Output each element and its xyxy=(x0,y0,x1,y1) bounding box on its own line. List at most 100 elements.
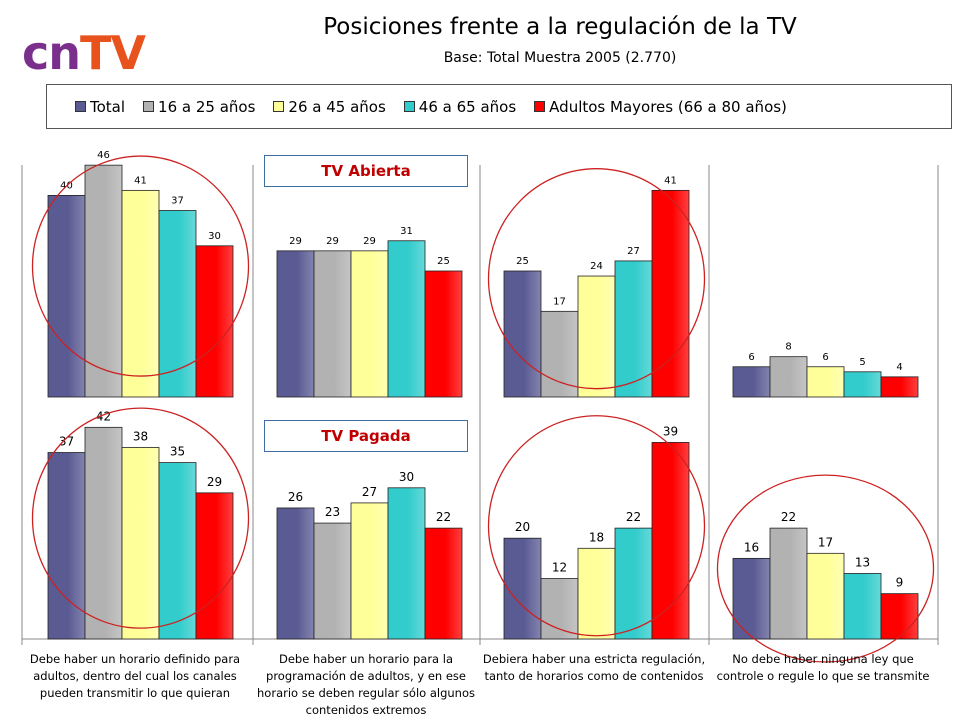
data-label: 26 xyxy=(288,490,303,504)
bar-tv-pagada-cat2-26-a-45-a-os xyxy=(350,502,389,640)
data-label: 24 xyxy=(590,261,603,272)
legend-swatch-46-65 xyxy=(403,101,415,112)
category-label-line: adultos, dentro del cual los canales xyxy=(33,669,237,683)
data-label: 38 xyxy=(133,429,148,443)
legend-label-16-25: 16 a 25 años xyxy=(158,97,256,116)
category-label: Debe haber un horario definido para adult… xyxy=(23,651,247,702)
bar-tv-pagada-cat3-total xyxy=(503,537,542,640)
data-label: 29 xyxy=(326,236,339,247)
highlight-circle xyxy=(31,155,250,377)
bar-tv-abierta-cat2-16-a-25-a-os xyxy=(313,250,352,398)
data-label: 18 xyxy=(589,530,604,544)
data-label: 5 xyxy=(859,357,865,368)
bar-tv-abierta-cat1-26-a-45-a-os xyxy=(121,189,160,398)
bar-tv-abierta-cat2-adultos-mayores-66-a-80-a-os xyxy=(424,270,463,398)
highlight-circle xyxy=(716,474,935,663)
bar-tv-pagada-cat2-total xyxy=(276,507,315,640)
bar-tv-pagada-cat2-16-a-25-a-os xyxy=(313,522,352,640)
bar-tv-pagada-cat4-26-a-45-a-os xyxy=(806,552,845,640)
category-label: Debiera haber una estricta regulación, ta… xyxy=(482,651,706,685)
data-label: 6 xyxy=(822,352,828,363)
bar-tv-abierta-cat3-adultos-mayores-66-a-80-a-os xyxy=(651,189,690,398)
data-label: 25 xyxy=(437,256,450,267)
legend-swatch-16-25 xyxy=(143,101,155,112)
bar-tv-abierta-cat4-adultos-mayores-66-a-80-a-os xyxy=(880,376,919,398)
section-label-tv-pagada: TV Pagada xyxy=(264,420,468,452)
cntv-logo: cnTV xyxy=(22,26,146,80)
data-label: 27 xyxy=(362,485,377,499)
data-label: 6 xyxy=(748,352,754,363)
bar-tv-pagada-cat1-46-a-65-a-os xyxy=(158,462,197,640)
section-label-tv-abierta: TV Abierta xyxy=(264,155,468,187)
bar-tv-pagada-cat3-46-a-65-a-os xyxy=(614,527,653,640)
data-label: 37 xyxy=(171,196,184,207)
data-label: 46 xyxy=(97,150,110,161)
category-label-line: pueden transmitir lo que quieran xyxy=(39,686,231,700)
bar-tv-abierta-cat1-46-a-65-a-os xyxy=(158,210,197,398)
legend-swatch-26-45 xyxy=(273,101,285,112)
category-label-line: Debiera haber una estricta regulación, xyxy=(482,652,706,666)
bar-tv-pagada-cat4-total xyxy=(732,557,771,640)
category-label-line: Debe haber un horario definido para xyxy=(29,652,241,666)
bar-tv-pagada-cat4-16-a-25-a-os xyxy=(769,527,808,640)
bar-tv-pagada-cat3-16-a-25-a-os xyxy=(540,578,579,640)
legend-item-26-45: 26 a 45 años xyxy=(273,97,386,116)
bar-tv-abierta-cat2-46-a-65-a-os xyxy=(387,240,426,398)
bar-tv-abierta-cat1-16-a-25-a-os xyxy=(84,164,123,398)
category-label: Debe haber un horario para la programació… xyxy=(254,651,478,719)
bar-tv-abierta-cat3-26-a-45-a-os xyxy=(577,275,616,398)
legend-label-adultos-mayores: Adultos Mayores (66 a 80 años) xyxy=(549,97,787,116)
bar-tv-abierta-cat4-46-a-65-a-os xyxy=(843,371,882,398)
bar-tv-abierta-cat2-total xyxy=(276,250,315,398)
bar-tv-abierta-cat4-total xyxy=(732,366,771,398)
bar-tv-pagada-cat1-16-a-25-a-os xyxy=(84,426,123,640)
data-label: 39 xyxy=(663,424,678,438)
chart-subtitle: Base: Total Muestra 2005 (2.770) xyxy=(443,50,677,66)
data-label: 13 xyxy=(855,555,870,569)
data-label: 35 xyxy=(170,445,185,459)
data-label: 22 xyxy=(781,510,796,524)
data-label: 41 xyxy=(664,175,677,186)
bar-tv-abierta-cat4-26-a-45-a-os xyxy=(806,366,845,398)
category-label: No debe haber ninguna ley que controle o … xyxy=(711,651,935,685)
bar-tv-abierta-cat4-16-a-25-a-os xyxy=(769,356,808,398)
data-label: 30 xyxy=(208,231,221,242)
legend-item-total: Total xyxy=(75,98,125,116)
data-label: 29 xyxy=(363,236,376,247)
data-label: 23 xyxy=(325,505,340,519)
bar-tv-pagada-cat4-adultos-mayores-66-a-80-a-os xyxy=(880,593,919,640)
bar-tv-pagada-cat3-26-a-45-a-os xyxy=(577,547,616,640)
legend-swatch-total xyxy=(75,101,86,112)
data-label: 41 xyxy=(134,175,147,186)
category-label-line: Debe haber un horario para la xyxy=(278,652,454,666)
category-label-line: contenidos extremos xyxy=(305,703,427,717)
legend-label-26-45: 26 a 45 años xyxy=(288,97,386,116)
bar-tv-pagada-cat2-adultos-mayores-66-a-80-a-os xyxy=(424,527,463,640)
data-label: 16 xyxy=(744,540,759,554)
data-label: 29 xyxy=(289,236,302,247)
data-label: 22 xyxy=(626,510,641,524)
legend-swatch-adultos-mayores xyxy=(534,101,546,112)
data-label: 4 xyxy=(896,362,902,373)
bar-tv-pagada-cat1-total xyxy=(47,452,86,640)
bar-tv-abierta-cat1-adultos-mayores-66-a-80-a-os xyxy=(195,245,234,398)
bar-tv-pagada-cat4-46-a-65-a-os xyxy=(843,573,882,640)
bar-tv-abierta-cat3-16-a-25-a-os xyxy=(540,310,579,398)
highlight-circle xyxy=(487,415,706,637)
bar-tv-pagada-cat3-adultos-mayores-66-a-80-a-os xyxy=(651,442,690,640)
bar-tv-pagada-cat1-adultos-mayores-66-a-80-a-os xyxy=(195,492,234,640)
bar-tv-abierta-cat2-26-a-45-a-os xyxy=(350,250,389,398)
data-label: 17 xyxy=(818,535,833,549)
chart-title: Posiciones frente a la regulación de la … xyxy=(323,14,797,40)
legend-item-46-65: 46 a 65 años xyxy=(403,98,516,116)
data-label: 17 xyxy=(553,296,566,307)
bar-tv-pagada-cat1-26-a-45-a-os xyxy=(121,447,160,640)
data-label: 9 xyxy=(896,576,904,590)
category-label-line: horario se deben regular sólo algunos xyxy=(257,686,475,700)
data-label: 25 xyxy=(516,256,529,267)
data-label: 37 xyxy=(59,435,74,449)
data-label: 22 xyxy=(436,510,451,524)
legend-label-total: Total xyxy=(90,97,126,116)
bar-tv-pagada-cat2-46-a-65-a-os xyxy=(387,487,426,640)
